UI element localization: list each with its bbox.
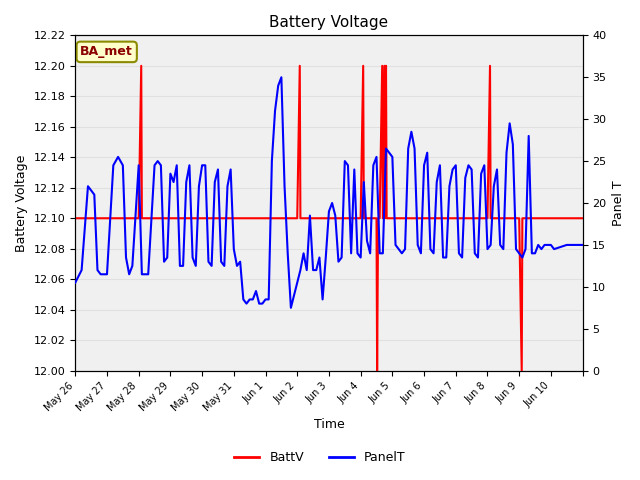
Y-axis label: Panel T: Panel T bbox=[612, 180, 625, 226]
Y-axis label: Battery Voltage: Battery Voltage bbox=[15, 155, 28, 252]
X-axis label: Time: Time bbox=[314, 419, 344, 432]
Text: BA_met: BA_met bbox=[81, 46, 133, 59]
Legend: BattV, PanelT: BattV, PanelT bbox=[229, 446, 411, 469]
Title: Battery Voltage: Battery Voltage bbox=[269, 15, 388, 30]
